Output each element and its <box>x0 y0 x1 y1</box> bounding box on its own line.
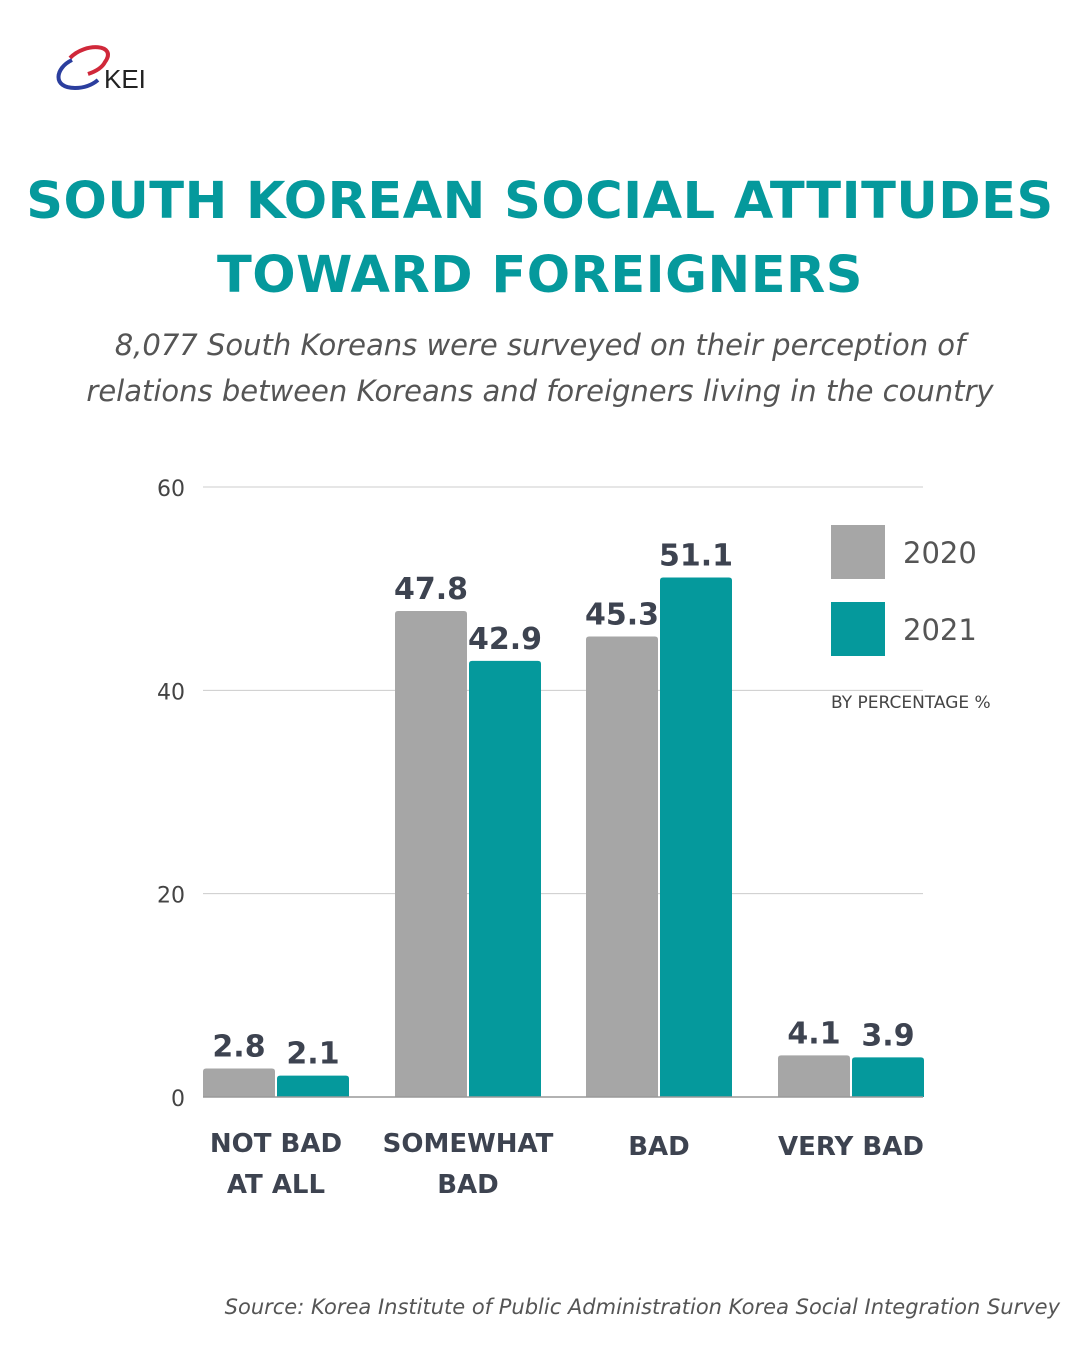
legend-swatch-2020 <box>831 525 885 579</box>
data-label: 47.8 <box>394 572 468 607</box>
y-tick-label: 20 <box>157 884 185 909</box>
source-note: Source: Korea Institute of Public Admini… <box>224 1295 1060 1319</box>
data-label: 45.3 <box>585 597 659 632</box>
x-tick-label: AT ALL <box>227 1170 325 1200</box>
subtitle-line: relations between Koreans and foreigners… <box>86 374 994 408</box>
data-label: 2.8 <box>212 1030 265 1065</box>
bar-2020 <box>778 1055 850 1097</box>
x-tick-label: VERY BAD <box>778 1132 924 1162</box>
y-tick-label: 40 <box>157 680 185 705</box>
legend-label: 2020 <box>903 536 977 570</box>
x-tick-label: NOT BAD <box>210 1129 342 1159</box>
data-label: 3.9 <box>861 1018 914 1053</box>
y-tick-label: 60 <box>157 477 185 502</box>
x-tick-label: SOMEWHAT <box>383 1129 554 1159</box>
kei-logo: KEI <box>50 40 160 100</box>
x-tick-label: BAD <box>628 1132 690 1162</box>
title-line: TOWARD FOREIGNERS <box>216 246 864 305</box>
svg-text:KEI: KEI <box>104 64 146 94</box>
page-title: SOUTH KOREAN SOCIAL ATTITUDES TOWARD FOR… <box>0 165 1080 313</box>
bar-2021 <box>852 1057 924 1097</box>
bar-2021 <box>277 1075 349 1097</box>
bar-2020 <box>203 1068 275 1097</box>
title-line: SOUTH KOREAN SOCIAL ATTITUDES <box>26 172 1054 231</box>
data-label: 4.1 <box>787 1016 840 1051</box>
data-label: 51.1 <box>659 538 733 573</box>
bar-2021 <box>469 660 541 1097</box>
data-label: 42.9 <box>468 622 542 657</box>
data-label: 2.1 <box>286 1037 339 1072</box>
bar-2020 <box>395 611 467 1097</box>
x-tick-label: BAD <box>437 1170 499 1200</box>
subtitle: 8,077 South Koreans were surveyed on the… <box>0 322 1080 414</box>
legend-swatch-2021 <box>831 602 885 656</box>
subtitle-line: 8,077 South Koreans were surveyed on the… <box>114 328 966 362</box>
bar-2020 <box>586 636 658 1097</box>
legend-label: 2021 <box>903 613 977 647</box>
unit-note: BY PERCENTAGE % <box>831 693 991 713</box>
y-tick-label: 0 <box>171 1087 185 1112</box>
bar-2021 <box>660 577 732 1097</box>
